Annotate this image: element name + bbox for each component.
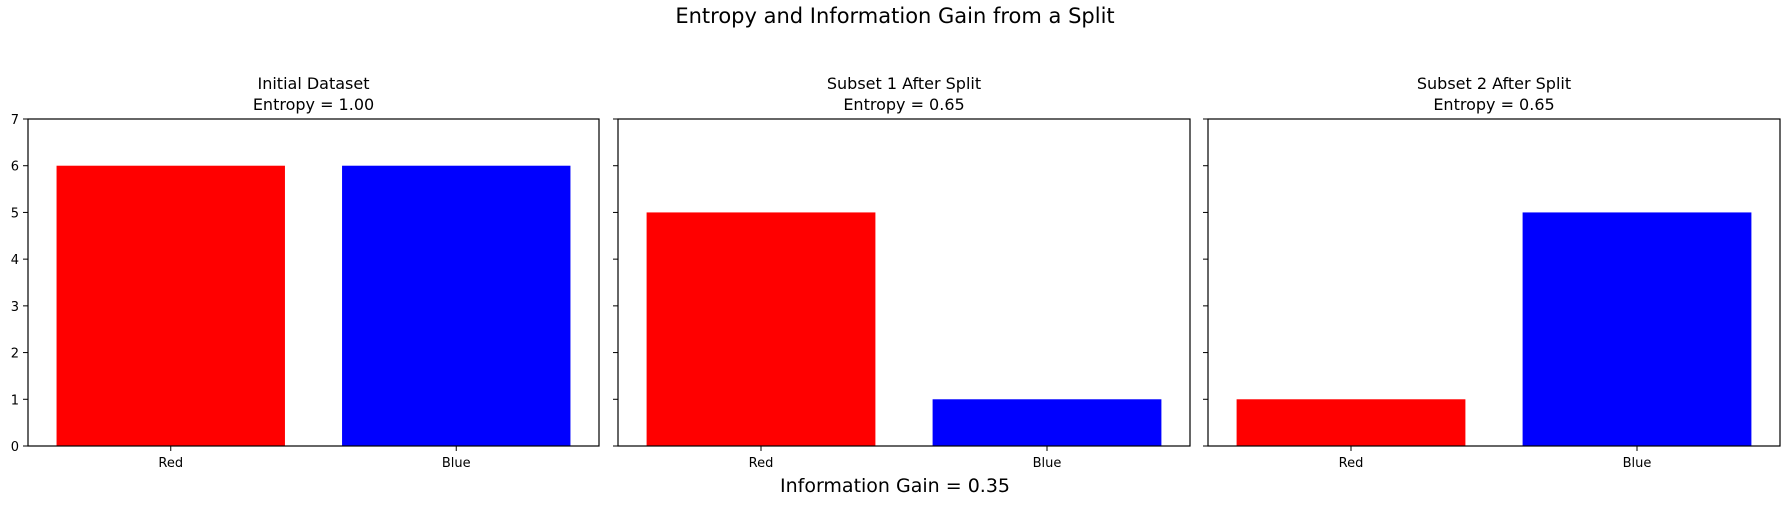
subplot-2: Red Blue Subset 1 After Split Entropy = 0.6…: [613, 74, 1191, 471]
y-tick-label: 1: [11, 393, 19, 408]
x-tick-label: Red: [749, 456, 774, 471]
y-tick-label: 0: [11, 440, 19, 455]
y-tick-label: 2: [11, 347, 19, 362]
axes-frame: [1207, 118, 1781, 447]
bar-red: [56, 165, 285, 446]
subplot-entropy-label: Entropy = 0.65: [1433, 95, 1554, 114]
x-tick-label: Blue: [1623, 456, 1652, 471]
y-tick-label: 3: [11, 300, 19, 315]
information-gain-label: Information Gain = 0.35: [779, 475, 1010, 497]
bar-blue: [1522, 212, 1752, 446]
axes-frame: [27, 118, 600, 447]
figure-title: Entropy and Information Gain from a Spli…: [675, 4, 1115, 28]
y-tick-label: 5: [11, 206, 19, 221]
y-tick-label: 7: [11, 113, 19, 128]
subplot-1: 0 1 2 3 4 5 6 7 Red Blue Initial Dataset Entropy = …: [11, 74, 600, 471]
subplot-entropy-label: Entropy = 1.00: [253, 95, 374, 114]
subplot-3: Red Blue Subset 2 After Split Entropy = 0.6…: [1203, 74, 1781, 471]
y-tick-label: 4: [11, 253, 19, 268]
x-tick-label: Red: [1339, 456, 1364, 471]
bar-red: [646, 212, 876, 446]
subplot-entropy-label: Entropy = 0.65: [843, 95, 964, 114]
axes-frame: [617, 118, 1191, 447]
y-tick-label: 6: [11, 160, 19, 175]
bar-red: [1236, 399, 1466, 446]
subplot-title: Subset 1 After Split: [827, 74, 981, 93]
bar-blue: [342, 165, 571, 446]
x-tick-label: Red: [158, 456, 183, 471]
subplot-title: Subset 2 After Split: [1417, 74, 1571, 93]
subplot-title: Initial Dataset: [257, 74, 369, 93]
bar-blue: [932, 399, 1162, 446]
x-tick-label: Blue: [442, 456, 471, 471]
x-tick-label: Blue: [1033, 456, 1062, 471]
